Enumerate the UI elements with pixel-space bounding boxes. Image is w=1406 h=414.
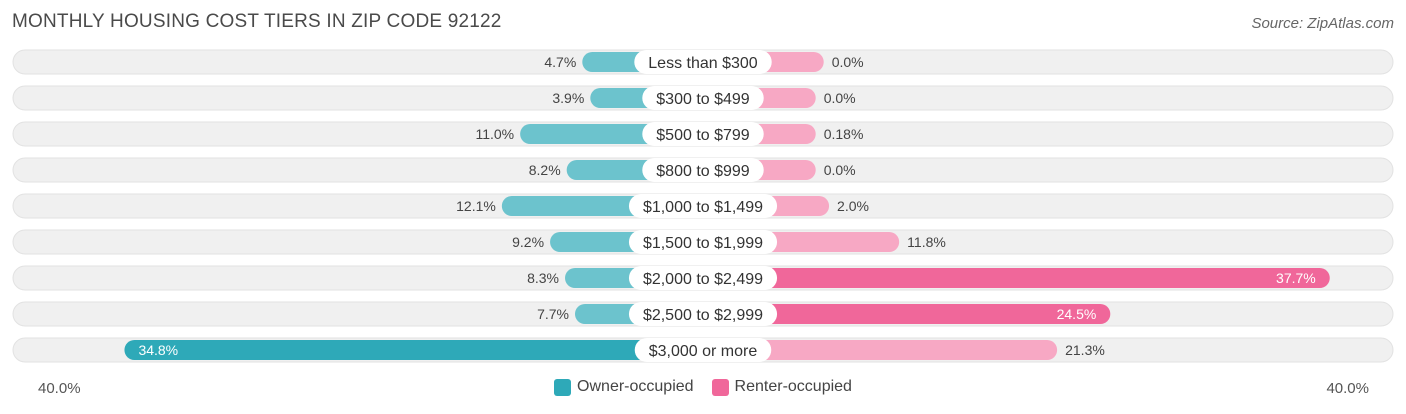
- owner-value-label: 7.7%: [537, 306, 569, 322]
- category-label: $2,500 to $2,999: [643, 307, 763, 324]
- category-pill: [642, 122, 764, 146]
- legend-owner: Owner-occupied: [554, 378, 694, 396]
- category-pill: [628, 230, 778, 254]
- renter-value-label: 11.8%: [907, 234, 946, 250]
- source-note: Source: ZipAtlas.com: [1251, 15, 1394, 32]
- renter-value-label: 37.7%: [1276, 270, 1316, 286]
- renter-value-label: 0.0%: [832, 54, 864, 70]
- category-pill: [642, 86, 764, 110]
- chart-canvas: Less than $300 4.7% 0.0% $300 to $499 3.9% 0.…: [12, 49, 1394, 363]
- category-label: $300 to $499: [656, 91, 750, 108]
- renter-bar: [703, 340, 1058, 360]
- category-pill: [628, 302, 778, 326]
- owner-value-label: 11.0%: [475, 126, 514, 142]
- category-pill: [634, 50, 772, 74]
- renter-value-label: 21.3%: [1065, 342, 1105, 358]
- renter-value-label: 0.18%: [824, 126, 864, 142]
- legend-renter-swatch: [711, 378, 729, 396]
- legend-owner-swatch: [554, 378, 572, 396]
- category-pill: [628, 266, 778, 290]
- owner-value-label: 3.9%: [552, 90, 584, 106]
- legend-renter: Renter-occupied: [711, 378, 852, 396]
- renter-bar: [703, 304, 1111, 324]
- legend: Owner-occupied Renter-occupied: [0, 378, 1406, 396]
- category-label: $3,000 or more: [649, 343, 758, 360]
- category-label: $800 to $999: [656, 163, 750, 180]
- axis-right-label: 40.0%: [1326, 380, 1369, 397]
- owner-value-label: 9.2%: [512, 234, 544, 250]
- owner-value-label: 8.2%: [529, 162, 561, 178]
- owner-value-label: 8.3%: [527, 270, 559, 286]
- category-pill: [628, 194, 778, 218]
- renter-value-label: 24.5%: [1057, 306, 1097, 322]
- owner-bar: [124, 340, 703, 360]
- owner-value-label: 4.7%: [544, 54, 576, 70]
- category-pill: [634, 338, 772, 362]
- category-label: $1,500 to $1,999: [643, 235, 763, 252]
- legend-owner-label: Owner-occupied: [577, 378, 694, 395]
- owner-value-label: 12.1%: [456, 198, 496, 214]
- axis-left-label: 40.0%: [38, 380, 81, 397]
- renter-value-label: 0.0%: [824, 162, 856, 178]
- category-label: $2,000 to $2,499: [643, 271, 763, 288]
- renter-bar: [703, 268, 1330, 288]
- category-label: $500 to $799: [656, 127, 750, 144]
- category-label: $1,000 to $1,499: [643, 199, 763, 216]
- category-pill: [642, 158, 764, 182]
- renter-value-label: 2.0%: [837, 198, 869, 214]
- category-label: Less than $300: [648, 55, 758, 72]
- owner-value-label: 34.8%: [138, 342, 178, 358]
- legend-renter-label: Renter-occupied: [734, 378, 852, 395]
- renter-value-label: 0.0%: [824, 90, 856, 106]
- chart-title: MONTHLY HOUSING COST TIERS IN ZIP CODE 9…: [12, 11, 502, 32]
